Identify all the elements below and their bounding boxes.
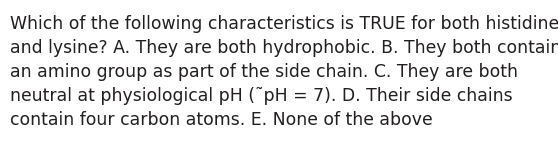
Text: Which of the following characteristics is TRUE for both histidine
and lysine? A.: Which of the following characteristics i… — [10, 15, 558, 129]
